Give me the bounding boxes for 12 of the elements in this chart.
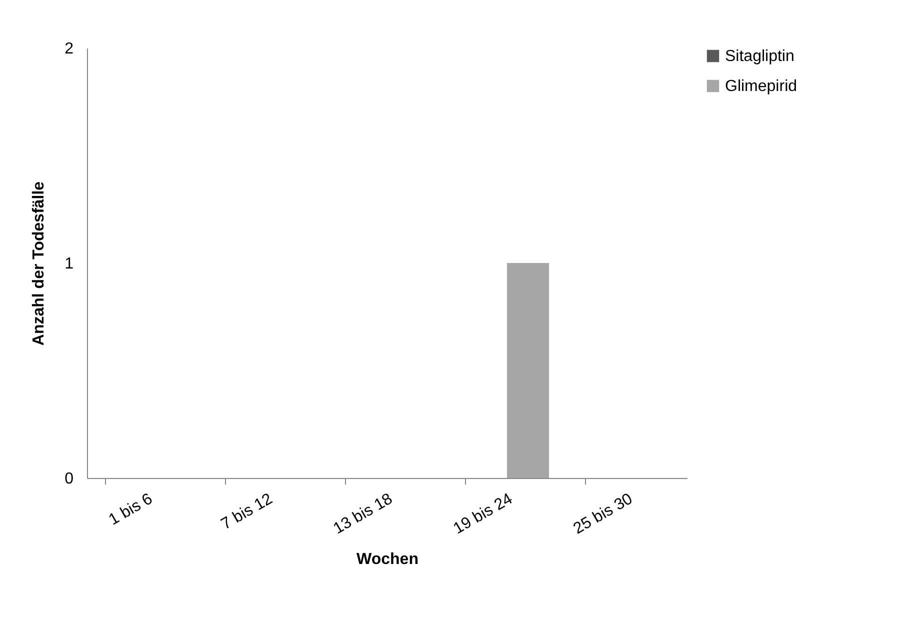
y-tick-label: 0 [64,470,74,488]
y-tick-label: 1 [64,256,74,272]
x-axis-title: Wochen [356,550,418,568]
x-tick-label: 7 bis 12 [218,490,276,534]
x-tick-label: 1 bis 6 [106,490,156,529]
legend-label: Sitagliptin [725,48,794,65]
legend-label: Glimepirid [725,78,798,95]
y-axis-title: Anzahl der Todesfälle [30,181,48,346]
x-tick-label: 25 bis 30 [570,490,636,538]
y-tick-label: 2 [64,40,74,58]
x-tick-label: 19 bis 24 [450,490,516,538]
x-tick-label: 13 bis 18 [330,490,396,538]
